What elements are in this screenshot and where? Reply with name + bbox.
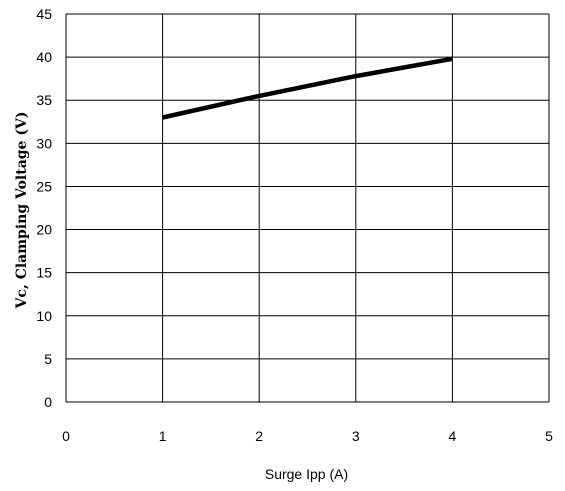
y-tick-label: 35 <box>36 92 52 108</box>
grid-lines <box>65 13 550 403</box>
x-axis-title: Surge Ipp (A) <box>265 466 348 482</box>
x-tick-label: 4 <box>449 428 457 444</box>
x-tick-label: 5 <box>545 428 553 444</box>
series-line <box>162 56 453 120</box>
y-tick-label: 30 <box>36 135 52 151</box>
y-tick-label: 10 <box>36 308 52 324</box>
y-tick-label: 20 <box>36 222 52 238</box>
x-tick-label: 1 <box>159 428 167 444</box>
y-tick-label: 0 <box>44 394 52 410</box>
y-tick-label: 5 <box>44 351 52 367</box>
series-layer <box>162 56 453 120</box>
y-tick-label: 45 <box>36 6 52 22</box>
x-tick-label: 2 <box>255 428 263 444</box>
y-axis-title: Vc, Clamping Voltage (V) <box>14 112 30 310</box>
x-tick-label: 0 <box>62 428 70 444</box>
y-tick-label: 40 <box>36 49 52 65</box>
x-tick-label: 3 <box>352 428 360 444</box>
y-tick-label: 25 <box>36 178 52 194</box>
y-tick-label: 15 <box>36 265 52 281</box>
